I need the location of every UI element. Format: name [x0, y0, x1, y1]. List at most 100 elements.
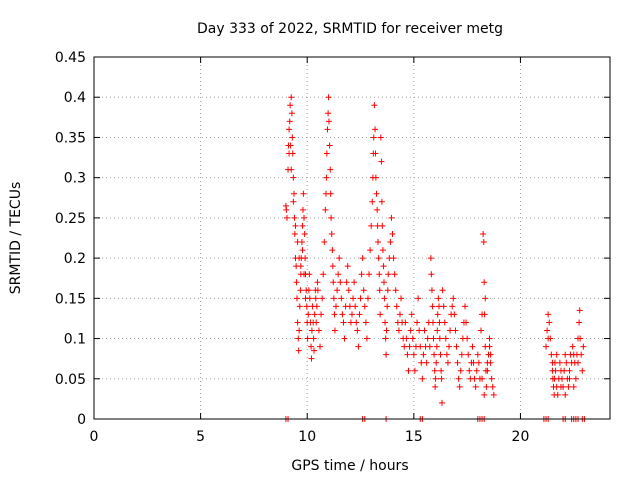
data-point [580, 343, 587, 350]
data-point [430, 319, 437, 326]
data-point [375, 239, 382, 246]
data-point [311, 311, 318, 318]
data-point [347, 319, 354, 326]
data-point [562, 351, 569, 358]
data-point [377, 311, 384, 318]
data-point [426, 343, 433, 350]
data-point [331, 311, 338, 318]
data-point [325, 118, 332, 125]
data-point [292, 222, 299, 229]
y-tick-label: 0.35 [55, 130, 86, 146]
data-point [303, 303, 310, 310]
data-point [430, 335, 437, 342]
data-point [383, 327, 390, 334]
data-point [366, 271, 373, 278]
data-point [464, 335, 471, 342]
data-point [363, 335, 370, 342]
data-point [301, 230, 308, 237]
data-point [578, 351, 585, 358]
y-tick-label: 0.3 [64, 171, 86, 187]
data-point [439, 287, 446, 294]
data-point [414, 319, 421, 326]
data-point [350, 295, 357, 302]
data-point [563, 359, 570, 366]
data-point [319, 295, 326, 302]
data-point [576, 307, 583, 314]
data-point [424, 335, 431, 342]
data-point [346, 303, 353, 310]
data-point [380, 263, 387, 270]
data-point [556, 359, 563, 366]
data-point [410, 351, 417, 358]
data-point [359, 255, 366, 262]
data-point [361, 303, 368, 310]
data-point [330, 279, 337, 286]
data-point [486, 343, 493, 350]
data-point [376, 271, 383, 278]
data-point [378, 158, 385, 165]
data-point [472, 383, 479, 390]
data-point [451, 311, 458, 318]
data-point [469, 343, 476, 350]
data-point [388, 214, 395, 221]
data-point [553, 351, 560, 358]
data-point [330, 295, 337, 302]
data-point [473, 367, 480, 374]
data-point [398, 295, 405, 302]
data-point [312, 295, 319, 302]
data-point [484, 359, 491, 366]
data-point [351, 279, 358, 286]
data-point [373, 190, 380, 197]
data-point [362, 319, 369, 326]
data-point [354, 327, 361, 334]
data-point [453, 343, 460, 350]
data-point [327, 166, 334, 173]
data-point [402, 319, 409, 326]
data-point [288, 94, 295, 101]
data-point [438, 367, 445, 374]
data-point [325, 94, 332, 101]
data-point [371, 102, 378, 109]
data-point [311, 347, 318, 354]
data-point [283, 206, 290, 213]
y-tick-label: 0.4 [64, 90, 86, 106]
data-point [321, 239, 328, 246]
data-point [407, 327, 414, 334]
data-point [466, 367, 473, 374]
data-point [299, 206, 306, 213]
data-point [306, 271, 313, 278]
data-point [455, 375, 462, 382]
data-point [480, 239, 487, 246]
data-point [438, 399, 445, 406]
data-point [368, 222, 375, 229]
data-point [323, 150, 330, 157]
data-point [349, 311, 355, 318]
data-point [286, 150, 293, 157]
data-point [457, 367, 464, 374]
data-point [356, 311, 363, 318]
data-point [343, 279, 350, 286]
data-point [456, 383, 463, 390]
data-point [579, 367, 586, 374]
data-point [377, 134, 384, 141]
data-point [299, 222, 306, 229]
data-point [428, 271, 435, 278]
data-point [324, 126, 331, 133]
y-tick-label: 0.2 [64, 251, 86, 267]
y-tick-label: 0 [77, 412, 86, 428]
data-point [418, 359, 425, 366]
x-tick-label: 15 [405, 429, 423, 445]
data-point [331, 327, 338, 334]
grid [94, 57, 610, 419]
data-point [566, 367, 573, 374]
data-point [384, 287, 391, 294]
data-point [301, 271, 308, 278]
data-point [570, 383, 577, 390]
x-tick-label: 5 [196, 429, 205, 445]
data-point [435, 295, 442, 302]
data-point [308, 355, 315, 362]
y-tick-label: 0.05 [55, 372, 86, 388]
data-point [421, 327, 428, 334]
data-point [408, 311, 415, 318]
data-point [419, 375, 426, 382]
